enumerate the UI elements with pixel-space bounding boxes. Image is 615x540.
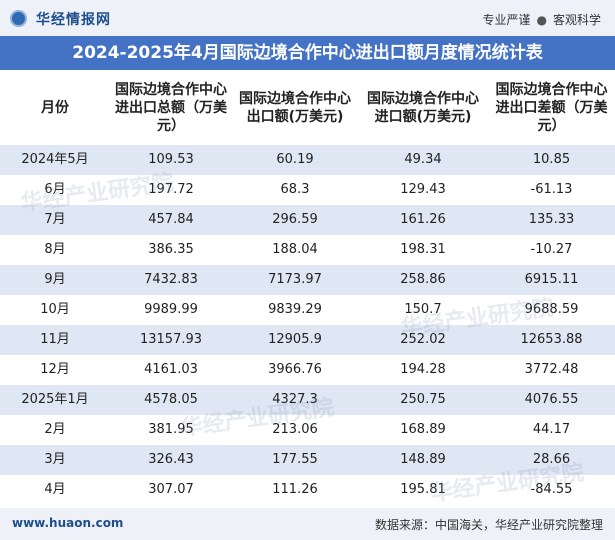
cell-month: 2025年1月: [21, 392, 89, 407]
cell-month: 6月: [44, 182, 66, 197]
table-row: 12月 4161.03 3966.76 194.28 3772.48: [0, 355, 615, 385]
cell-month: 7月: [44, 212, 66, 227]
table-row: 11月 13157.93 12905.9 252.02 12653.88: [0, 325, 615, 355]
site-url: www.huaon.com: [12, 516, 124, 530]
cell-month: 12月: [40, 362, 70, 377]
cell-import: 195.81: [400, 482, 446, 497]
cell-balance: 6915.11: [524, 272, 579, 287]
cell-import: 129.43: [400, 182, 446, 197]
table-row: 2月 381.95 213.06 168.89 44.17: [0, 415, 615, 445]
huajing-logo-icon: [10, 10, 27, 27]
slogan-separator: ●: [536, 13, 547, 27]
cell-export: 9839.29: [268, 302, 322, 317]
cell-total: 381.95: [148, 422, 194, 437]
data-table: 月份 国际边境合作中心进出口总额（万美元） 国际边境合作中心出口额(万美元) 国…: [0, 70, 615, 505]
cell-month: 2月: [44, 422, 66, 437]
cell-import: 161.26: [400, 212, 446, 227]
table-row: 7月 457.84 296.59 161.26 135.33: [0, 205, 615, 235]
cell-export: 60.19: [276, 152, 314, 167]
header-import: 国际边境合作中心进口额(万美元): [367, 90, 479, 125]
cell-export: 111.26: [272, 482, 318, 497]
cell-total: 386.35: [148, 242, 194, 257]
cell-total: 326.43: [148, 452, 194, 467]
cell-month: 9月: [44, 272, 66, 287]
cell-export: 7173.97: [268, 272, 322, 287]
cell-total: 7432.83: [144, 272, 198, 287]
table-row: 3月 326.43 177.55 148.89 28.66: [0, 445, 615, 475]
cell-export: 296.59: [272, 212, 318, 227]
cell-export: 177.55: [272, 452, 318, 467]
cell-export: 12905.9: [268, 332, 322, 347]
cell-month: 3月: [44, 452, 66, 467]
table-row: 10月 9989.99 9839.29 150.7 9688.59: [0, 295, 615, 325]
cell-import: 194.28: [400, 362, 446, 377]
slogan: 专业严谨 ● 客观科学: [482, 11, 601, 28]
cell-balance: 9688.59: [524, 302, 579, 317]
title-bar: 2024-2025年4月国际边境合作中心进出口额月度情况统计表: [0, 36, 615, 70]
cell-export: 3966.76: [268, 362, 322, 377]
cell-balance: 135.33: [528, 212, 575, 227]
cell-total: 13157.93: [139, 332, 203, 347]
cell-month: 11月: [40, 332, 70, 347]
cell-import: 49.34: [404, 152, 442, 167]
cell-export: 188.04: [272, 242, 318, 257]
cell-total: 9989.99: [144, 302, 198, 317]
header-total: 国际边境合作中心进出口总额（万美元）: [115, 81, 227, 134]
table-row: 9月 7432.83 7173.97 258.86 6915.11: [0, 265, 615, 295]
cell-import: 198.31: [400, 242, 446, 257]
top-bar: 华经情报网 专业严谨 ● 客观科学: [0, 0, 615, 36]
cell-balance: 4076.55: [524, 392, 579, 407]
logo-text: 华经情报网: [36, 12, 111, 28]
cell-month: 4月: [44, 482, 66, 497]
cell-month: 2024年5月: [21, 152, 89, 167]
cell-balance: 3772.48: [524, 362, 579, 377]
table-row: 2025年1月 4578.05 4327.3 250.75 4076.55: [0, 385, 615, 415]
cell-total: 109.53: [148, 152, 194, 167]
header-export: 国际边境合作中心出口额(万美元): [239, 90, 351, 125]
table-row: 8月 386.35 188.04 198.31 -10.27: [0, 235, 615, 265]
cell-balance: -84.55: [530, 482, 573, 497]
header-balance: 国际边境合作中心进出口差额（万美元）: [495, 81, 608, 134]
table-header: 月份 国际边境合作中心进出口总额（万美元） 国际边境合作中心出口额(万美元) 国…: [0, 70, 615, 145]
table-row: 4月 307.07 111.26 195.81 -84.55: [0, 475, 615, 505]
cell-import: 252.02: [400, 332, 446, 347]
cell-month: 10月: [40, 302, 70, 317]
cell-export: 68.3: [280, 182, 310, 197]
slogan-right: 客观科学: [552, 13, 601, 27]
footer-bar: www.huaon.com 数据来源：中国海关，华经产业研究院整理: [0, 508, 615, 540]
cell-total: 307.07: [148, 482, 194, 497]
table-row: 2024年5月 109.53 60.19 49.34 10.85: [0, 145, 615, 175]
slogan-left: 专业严谨: [482, 13, 531, 27]
cell-export: 213.06: [272, 422, 318, 437]
cell-balance: -61.13: [530, 182, 573, 197]
cell-balance: 44.17: [532, 422, 571, 437]
cell-import: 148.89: [400, 452, 446, 467]
cell-total: 4161.03: [144, 362, 198, 377]
cell-balance: 10.85: [532, 152, 571, 167]
cell-export: 4327.3: [272, 392, 318, 407]
cell-import: 168.89: [400, 422, 446, 437]
cell-total: 457.84: [148, 212, 194, 227]
data-source: 数据来源：中国海关，华经产业研究院整理: [374, 518, 603, 532]
header-month: 月份: [41, 99, 69, 116]
cell-balance: -10.27: [530, 242, 573, 257]
cell-total: 197.72: [148, 182, 194, 197]
cell-import: 258.86: [400, 272, 446, 287]
cell-import: 250.75: [400, 392, 446, 407]
table-title: 2024-2025年4月国际边境合作中心进出口额月度情况统计表: [72, 43, 543, 63]
cell-balance: 28.66: [532, 452, 571, 467]
cell-balance: 12653.88: [520, 332, 583, 347]
table-row: 6月 197.72 68.3 129.43 -61.13: [0, 175, 615, 205]
table-body: 2024年5月 109.53 60.19 49.34 10.85 6月 197.72 68.3…: [0, 145, 615, 505]
cell-total: 4578.05: [144, 392, 198, 407]
cell-month: 8月: [44, 242, 66, 257]
cell-import: 150.7: [404, 302, 442, 317]
